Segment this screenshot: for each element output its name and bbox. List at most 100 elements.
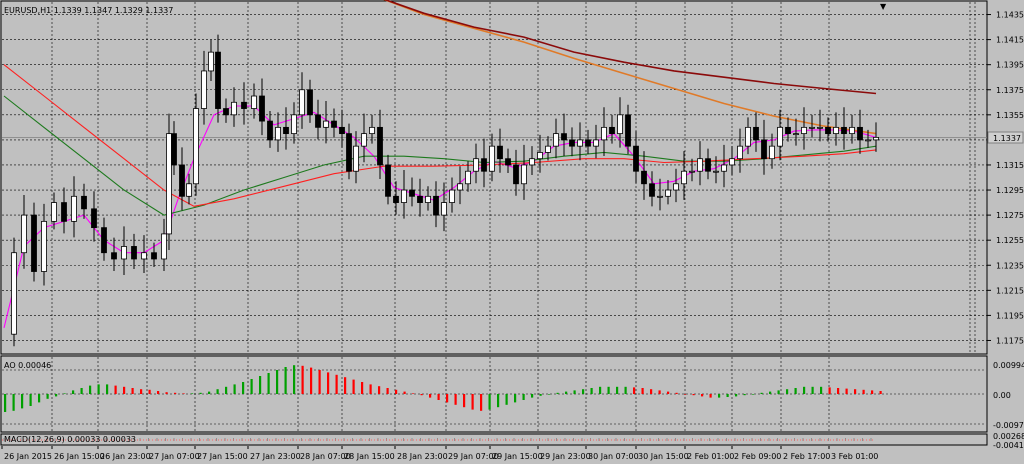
candle-bullish[interactable]	[208, 51, 214, 72]
candle-bearish[interactable]	[215, 51, 221, 109]
candle-bearish[interactable]	[267, 120, 273, 141]
candle-bullish[interactable]	[71, 195, 77, 222]
candle-bullish[interactable]	[697, 158, 703, 172]
candle-bearish[interactable]	[705, 158, 711, 172]
candle-bearish[interactable]	[505, 158, 511, 166]
candle-bullish[interactable]	[141, 252, 147, 260]
candle-bullish[interactable]	[323, 120, 329, 128]
candle-bearish[interactable]	[179, 164, 185, 197]
candle-bearish[interactable]	[561, 133, 567, 141]
candle-bearish[interactable]	[417, 195, 423, 203]
candle-bullish[interactable]	[251, 95, 257, 109]
candle-bearish[interactable]	[753, 126, 759, 141]
candle-bullish[interactable]	[193, 108, 199, 185]
candle-bearish[interactable]	[641, 170, 647, 185]
candle-bullish[interactable]	[353, 145, 359, 172]
candle-bullish[interactable]	[809, 126, 815, 129]
candle-bullish[interactable]	[537, 152, 543, 160]
candle-bullish[interactable]	[681, 170, 687, 185]
candle-bullish[interactable]	[721, 164, 727, 172]
candle-bearish[interactable]	[223, 108, 229, 116]
candle-bullish[interactable]	[41, 220, 47, 272]
candle-bullish[interactable]	[186, 183, 192, 197]
candle-bullish[interactable]	[166, 133, 172, 235]
candle-bearish[interactable]	[283, 126, 289, 135]
candle-bullish[interactable]	[873, 136, 879, 141]
candle-bullish[interactable]	[425, 195, 431, 203]
candle-bullish[interactable]	[833, 126, 839, 135]
price-panel[interactable]	[0, 0, 988, 355]
candle-bearish[interactable]	[761, 139, 767, 160]
candle-bearish[interactable]	[569, 139, 575, 147]
candle-bearish[interactable]	[131, 246, 137, 260]
candle-bullish[interactable]	[11, 252, 17, 335]
candle-bullish[interactable]	[745, 126, 751, 147]
candle-bearish[interactable]	[339, 126, 345, 135]
candle-bullish[interactable]	[291, 114, 297, 135]
candle-bullish[interactable]	[441, 202, 447, 216]
candle-bearish[interactable]	[633, 145, 639, 172]
candle-bullish[interactable]	[817, 126, 823, 129]
candle-bullish[interactable]	[521, 164, 527, 185]
candle-bullish[interactable]	[449, 189, 455, 203]
candle-bullish[interactable]	[713, 170, 719, 173]
candle-bullish[interactable]	[401, 189, 407, 203]
candle-bearish[interactable]	[61, 202, 67, 222]
candle-bearish[interactable]	[481, 158, 487, 172]
candle-bearish[interactable]	[857, 126, 863, 141]
candle-bearish[interactable]	[171, 133, 177, 166]
candle-bearish[interactable]	[377, 126, 383, 166]
candle-bullish[interactable]	[465, 170, 471, 185]
candle-bearish[interactable]	[331, 120, 337, 128]
candle-bearish[interactable]	[259, 95, 265, 122]
candle-bullish[interactable]	[21, 214, 27, 254]
candle-bullish[interactable]	[545, 145, 551, 153]
candle-bullish[interactable]	[529, 158, 535, 166]
candle-bullish[interactable]	[361, 133, 367, 147]
candle-bullish[interactable]	[601, 126, 607, 141]
candle-bearish[interactable]	[31, 214, 37, 272]
candle-bearish[interactable]	[585, 139, 591, 147]
candle-bullish[interactable]	[121, 246, 127, 260]
candle-bearish[interactable]	[81, 195, 87, 210]
candle-bearish[interactable]	[315, 114, 321, 128]
candle-bearish[interactable]	[393, 195, 399, 203]
candle-bullish[interactable]	[689, 170, 695, 173]
shift-marker-icon[interactable]: ▼	[880, 2, 887, 11]
candle-bearish[interactable]	[649, 183, 655, 197]
candle-bullish[interactable]	[665, 189, 671, 197]
candle-bearish[interactable]	[841, 126, 847, 135]
candle-bearish[interactable]	[497, 145, 503, 160]
candle-bearish[interactable]	[625, 114, 631, 147]
candle-bearish[interactable]	[101, 227, 107, 254]
candle-bearish[interactable]	[825, 126, 831, 135]
candle-bullish[interactable]	[617, 114, 623, 135]
candle-bullish[interactable]	[489, 145, 495, 172]
candle-bullish[interactable]	[777, 126, 783, 147]
candle-bearish[interactable]	[151, 252, 157, 260]
candle-bearish[interactable]	[433, 195, 439, 216]
candle-bearish[interactable]	[241, 101, 247, 109]
candle-bullish[interactable]	[51, 202, 57, 222]
candle-bullish[interactable]	[801, 126, 807, 135]
candle-bullish[interactable]	[231, 101, 237, 116]
candle-bullish[interactable]	[865, 139, 871, 142]
candle-bullish[interactable]	[769, 145, 775, 160]
candle-bullish[interactable]	[553, 133, 559, 147]
candle-bullish[interactable]	[737, 145, 743, 160]
candle-bullish[interactable]	[201, 70, 207, 109]
candle-bullish[interactable]	[593, 139, 599, 147]
candle-bearish[interactable]	[513, 164, 519, 185]
candle-bearish[interactable]	[91, 208, 97, 229]
candle-bullish[interactable]	[473, 158, 479, 172]
candle-bullish[interactable]	[369, 126, 375, 135]
candle-bearish[interactable]	[307, 89, 313, 116]
candle-bullish[interactable]	[299, 89, 305, 116]
candle-bullish[interactable]	[793, 133, 799, 136]
candle-bearish[interactable]	[346, 133, 352, 172]
candle-bullish[interactable]	[673, 183, 679, 191]
candle-bullish[interactable]	[457, 183, 463, 191]
candle-bullish[interactable]	[275, 126, 281, 141]
candle-bullish[interactable]	[657, 195, 663, 198]
